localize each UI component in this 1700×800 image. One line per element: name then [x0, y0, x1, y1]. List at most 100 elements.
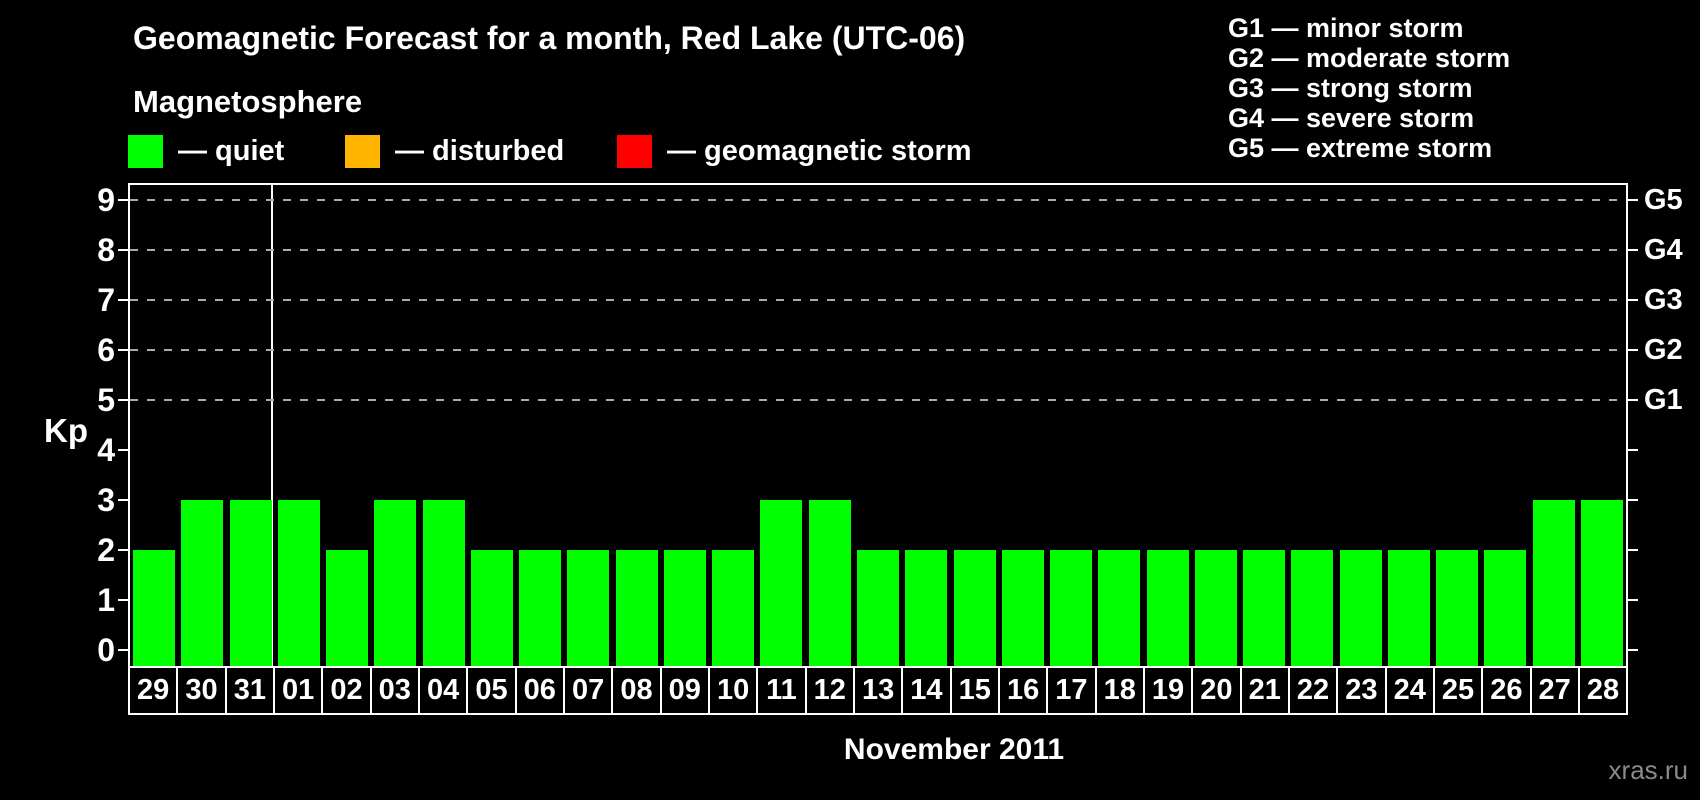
bar-day-01: [277, 500, 320, 666]
y-axis-title: Kp: [44, 412, 88, 449]
day-label-29: 29: [137, 674, 170, 706]
bar-day-26: [1484, 550, 1527, 666]
page-title: Geomagnetic Forecast for a month, Red La…: [133, 20, 966, 56]
storm-scale-line-g4: G4 — severe storm: [1228, 103, 1475, 133]
day-label-16: 16: [997, 668, 1046, 713]
plot-top-border: [128, 183, 1628, 185]
bar-day-13: [857, 550, 899, 666]
bar-day-28: [1580, 500, 1623, 666]
right-axis-label-g3: G3: [1644, 284, 1683, 316]
day-label-30: 30: [176, 668, 224, 713]
y-tick-5: [118, 399, 128, 401]
storm-scale-line-g1: G1 — minor storm: [1228, 13, 1464, 43]
right-tick-0: [1628, 649, 1638, 651]
day-label-15: 15: [949, 668, 998, 713]
y-tick-0: [118, 649, 128, 651]
day-label-19: 19: [1142, 668, 1191, 713]
bar-day-31: [229, 500, 272, 666]
right-tick-3: [1628, 499, 1638, 501]
day-label-10: 10: [707, 668, 756, 713]
day-label-27: 27: [1529, 668, 1578, 713]
right-tick-1: [1628, 599, 1638, 601]
bar-day-15: [953, 550, 996, 666]
bar-day-29: [133, 550, 176, 666]
day-label-09: 09: [659, 668, 708, 713]
storm-scale-line-g5: G5 — extreme storm: [1228, 133, 1493, 163]
right-tick-2: [1628, 549, 1638, 551]
day-label-22: 22: [1287, 668, 1336, 713]
bar-day-19: [1146, 550, 1189, 666]
bar-day-05: [470, 550, 513, 666]
day-label-12: 12: [804, 668, 853, 713]
bar-day-02: [326, 550, 369, 666]
y-tick-label-8: 8: [97, 232, 115, 268]
legend-label-quiet: — quiet: [178, 135, 285, 167]
day-label-20: 20: [1191, 668, 1239, 713]
storm-scale-legend: G1 — minor storm G2 — moderate storm G3 — …: [1228, 13, 1510, 163]
y-tick-1: [118, 599, 128, 601]
bar-day-10: [712, 550, 755, 666]
day-label-02: 02: [321, 668, 369, 713]
day-label-24: 24: [1384, 668, 1433, 713]
day-label-23: 23: [1336, 668, 1384, 713]
y-tick-6: [118, 349, 128, 351]
y-tick-label-7: 7: [97, 282, 115, 318]
y-tick-label-9: 9: [97, 182, 115, 218]
right-axis-line: [1626, 183, 1628, 715]
gridline-kp9: [130, 199, 1626, 201]
day-label-14: 14: [901, 668, 949, 713]
bar-day-27: [1532, 500, 1575, 666]
legend-label-disturbed: — disturbed: [395, 135, 565, 167]
bar-day-20: [1194, 550, 1237, 666]
gridline-kp7: [130, 299, 1626, 301]
day-label-04: 04: [417, 668, 466, 713]
y-tick-label-1: 1: [97, 582, 115, 618]
disturbed-swatch: [345, 135, 380, 168]
month-separator-line: [270, 185, 273, 666]
legend-title: Magnetosphere: [133, 84, 363, 119]
day-label-01: 01: [272, 668, 321, 713]
bar-day-12: [808, 500, 851, 666]
day-label-18: 18: [1094, 668, 1143, 713]
chart-area: [130, 185, 1626, 666]
y-tick-9: [118, 199, 128, 201]
legend: — quiet — disturbed — geomagnetic storm: [128, 131, 1128, 171]
right-tick-5: [1628, 399, 1638, 401]
day-label-07: 07: [562, 668, 611, 713]
gridline-kp8: [130, 249, 1626, 251]
day-label-26: 26: [1481, 668, 1529, 713]
bar-day-04: [422, 500, 465, 666]
quiet-swatch: [128, 135, 163, 168]
bar-day-21: [1243, 550, 1286, 666]
x-axis-day-labels: 29 30 31 01 02 03 04 05 06 07 08 09 10 11 12 13 14 15 16 17…: [128, 666, 1628, 715]
y-tick-label-3: 3: [97, 482, 115, 518]
legend-label-geomagnetic-storm: — geomagnetic storm: [667, 135, 972, 167]
gridline-kp5: [130, 399, 1626, 401]
bar-day-25: [1436, 550, 1479, 666]
bar-day-07: [567, 550, 610, 666]
geomagnetic-storm-swatch: [617, 135, 652, 168]
bar-day-08: [615, 550, 658, 666]
right-tick-8: [1628, 249, 1638, 251]
day-label-11: 11: [756, 668, 804, 713]
bar-day-17: [1050, 550, 1093, 666]
day-label-03: 03: [369, 668, 418, 713]
bar-day-06: [519, 550, 562, 666]
bar-day-11: [760, 500, 803, 666]
right-axis-label-g2: G2: [1644, 334, 1683, 366]
bar-day-30: [181, 500, 224, 666]
watermark: xras.ru: [1608, 755, 1688, 785]
bar-day-14: [905, 550, 948, 666]
y-tick-3: [118, 499, 128, 501]
y-tick-8: [118, 249, 128, 251]
right-axis-label-g5: G5: [1644, 184, 1683, 216]
right-tick-7: [1628, 299, 1638, 301]
day-label-21: 21: [1239, 668, 1288, 713]
day-label-08: 08: [611, 668, 659, 713]
y-tick-label-4: 4: [97, 432, 115, 468]
day-label-17: 17: [1046, 668, 1094, 713]
right-axis-label-g1: G1: [1644, 384, 1683, 416]
day-label-28: 28: [1577, 668, 1626, 713]
bar-day-03: [374, 500, 417, 666]
